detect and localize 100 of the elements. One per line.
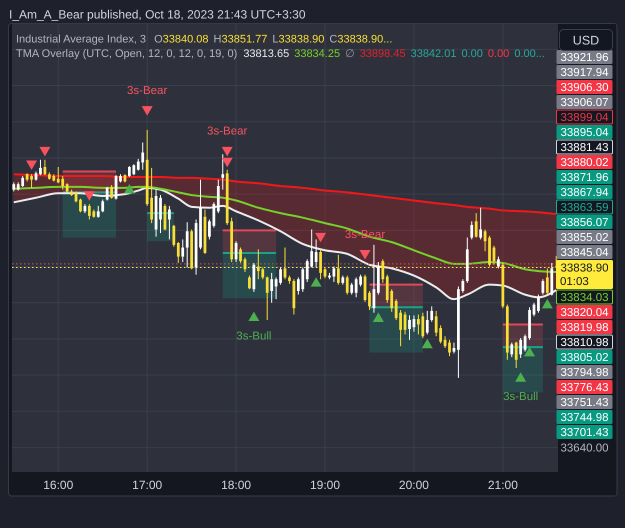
candlestick xyxy=(306,258,309,282)
annotation: 3s-Bear xyxy=(207,126,248,138)
y-axis-title: USD xyxy=(572,34,600,48)
point xyxy=(515,372,526,382)
text: 33834.03 xyxy=(560,292,608,304)
text: 33880.02 xyxy=(560,157,608,169)
candlestick xyxy=(176,242,180,264)
text: 33863.59 xyxy=(560,202,608,214)
text: 33855.02 xyxy=(560,232,608,244)
candlestick xyxy=(270,272,274,304)
candlestick xyxy=(12,182,16,192)
line-series xyxy=(12,186,558,273)
candlestick xyxy=(66,182,69,193)
candlestick xyxy=(221,154,224,190)
point xyxy=(39,146,50,156)
text: 33881.43 xyxy=(560,142,608,154)
x-tick-label: 19:00 xyxy=(310,478,340,492)
point xyxy=(248,312,260,322)
point xyxy=(310,277,322,287)
y-tick-label: 33838.90 xyxy=(560,262,608,275)
text: I_Am_A_Bear published, Oct 18, 2023 21:43 UTC+3:30 xyxy=(9,8,306,22)
text: 33917.94 xyxy=(560,67,610,79)
candlestick xyxy=(430,306,434,322)
candlestick xyxy=(514,341,518,368)
point xyxy=(222,158,233,168)
candlestick xyxy=(519,338,522,358)
point xyxy=(422,338,433,348)
text: 33794.98 xyxy=(560,367,608,379)
annotation: 3s-Bull xyxy=(236,330,272,342)
candlestick xyxy=(132,164,136,176)
text: 33810.98 xyxy=(560,337,608,349)
point xyxy=(222,146,233,156)
candlestick xyxy=(372,244,376,314)
candlestick xyxy=(266,276,269,320)
annotation: 33813.65 33834.25 ∅ 33898.45 33842.01 0.00 0.00 0.00... xyxy=(243,48,545,60)
candlestick xyxy=(354,276,358,298)
point xyxy=(26,160,38,170)
x-tick-label: 16:00 xyxy=(43,478,74,492)
candlestick xyxy=(141,142,144,170)
point xyxy=(142,106,153,116)
text: 33899.04 xyxy=(560,112,610,124)
annotation: O33840.08 H33851.77 L33838.90 C33838.90... xyxy=(154,34,392,46)
candlestick xyxy=(101,199,104,213)
text: 33856.07 xyxy=(560,217,608,229)
point xyxy=(84,191,95,201)
x-tick-label: 20:00 xyxy=(398,478,430,492)
x-tick-label: 17:00 xyxy=(132,478,163,492)
candlestick xyxy=(546,268,549,296)
text: 33906.30 xyxy=(560,82,608,94)
x-tick-label: 18:00 xyxy=(221,478,252,492)
text: 33845.04 xyxy=(560,247,610,259)
line-series xyxy=(12,173,558,216)
candlestick xyxy=(84,204,86,214)
point xyxy=(372,312,384,322)
text: TMA Overlay (UTC, Open, 12, 0, 12, 0, 19, 0) xyxy=(16,48,238,60)
candlestick xyxy=(314,238,318,268)
text: Industrial Average Index, 3 xyxy=(16,34,146,46)
candlestick xyxy=(164,204,166,231)
text: 33819.98 xyxy=(560,322,608,334)
candlestick xyxy=(386,274,389,304)
candlestick xyxy=(497,256,500,269)
candlestick xyxy=(510,342,514,358)
text: 33776.43 xyxy=(560,382,608,394)
point xyxy=(542,298,553,308)
candlestick xyxy=(296,276,300,296)
text: 33871.96 xyxy=(560,172,608,184)
candlestick xyxy=(346,275,349,296)
candlestick xyxy=(341,275,344,286)
candlestick xyxy=(248,275,251,290)
point xyxy=(315,232,326,242)
text: 33867.94 xyxy=(560,187,610,199)
candlestick xyxy=(181,238,184,263)
point xyxy=(360,250,371,260)
text: 33805.02 xyxy=(560,352,608,364)
text: 33906.07 xyxy=(560,97,608,109)
candlestick xyxy=(234,240,238,263)
candlestick xyxy=(542,278,544,296)
candlestick xyxy=(168,205,171,240)
candlestick xyxy=(417,314,420,335)
candlestick xyxy=(110,184,113,200)
text: 01:03 xyxy=(560,276,589,288)
candlestick xyxy=(96,205,100,218)
point xyxy=(524,346,536,356)
text: 33701.43 xyxy=(560,427,608,439)
candlestick xyxy=(172,224,176,248)
candlestick xyxy=(350,282,354,296)
candlestick xyxy=(88,204,91,220)
text: 33820.04 xyxy=(560,307,610,319)
candlestick xyxy=(310,228,314,268)
point xyxy=(124,184,135,194)
candlestick xyxy=(128,166,131,178)
annotation: 3s-Bear xyxy=(127,84,168,97)
text: 33751.43 xyxy=(560,397,608,409)
y-tick-label: 33640.00 xyxy=(560,442,608,455)
candlestick xyxy=(44,159,46,176)
text: 33921.96 xyxy=(560,52,608,64)
x-tick-label: 21:00 xyxy=(488,478,518,492)
text: 33744.98 xyxy=(560,412,608,424)
text: 33895.04 xyxy=(560,127,610,139)
annotation: 3s-Bull xyxy=(503,390,538,403)
